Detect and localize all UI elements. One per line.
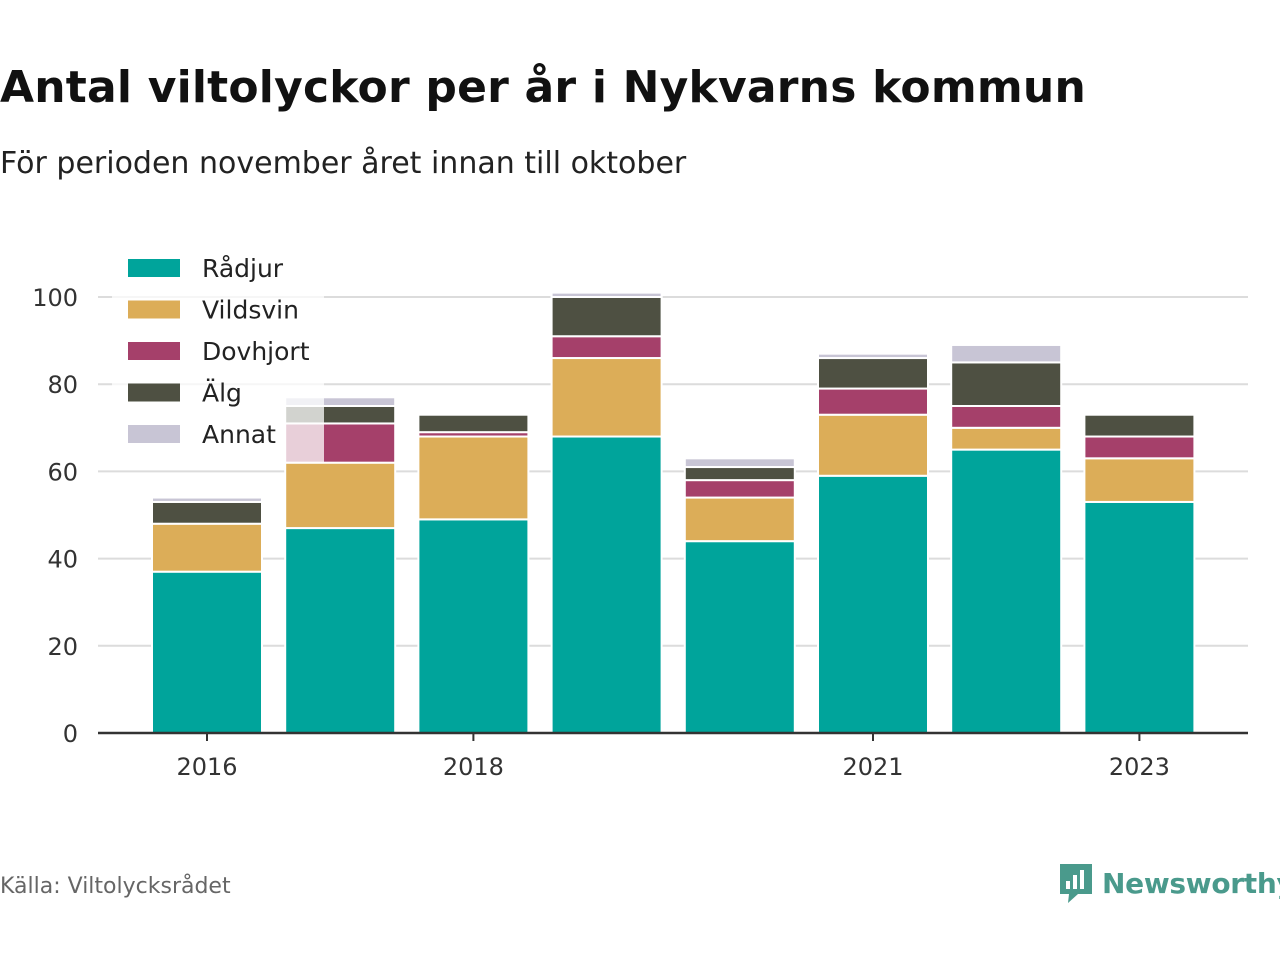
bar-segment xyxy=(417,518,530,734)
bar-segment xyxy=(550,291,663,299)
bar-segment xyxy=(151,522,263,573)
bar-segment xyxy=(817,413,929,477)
bar-segment xyxy=(817,387,929,416)
bar-segment xyxy=(950,405,1063,429)
bar-segment xyxy=(1083,413,1196,438)
bar-segment xyxy=(151,500,263,525)
bar-segment xyxy=(950,426,1063,451)
legend-label: Rådjur xyxy=(202,254,284,283)
bar-segment xyxy=(950,448,1063,734)
x-axis-ticks: 2016 2018 2021 2023 xyxy=(176,733,1170,781)
legend-label: Dovhjort xyxy=(202,337,310,366)
y-tick-label: 20 xyxy=(47,633,78,661)
bar-segment xyxy=(683,457,796,469)
legend-swatch xyxy=(128,425,180,443)
bar-segment xyxy=(550,335,663,360)
y-axis-ticks: 0 20 40 60 80 100 xyxy=(32,284,78,748)
legend-swatch xyxy=(128,342,180,360)
legend-swatch xyxy=(128,259,180,277)
y-tick-label: 0 xyxy=(63,720,78,748)
legend-label: Vildsvin xyxy=(202,296,299,325)
legend-label: Älg xyxy=(202,379,242,408)
bar-segment xyxy=(550,435,663,734)
bars xyxy=(151,291,1196,735)
bar-segment xyxy=(550,296,663,338)
bar-segment xyxy=(151,570,263,734)
x-tick-label: 2016 xyxy=(176,753,237,781)
bar-segment xyxy=(817,474,929,734)
bar-segment xyxy=(817,352,929,360)
legend-label: Annat xyxy=(202,420,276,449)
bar-segment xyxy=(550,357,663,438)
x-tick-label: 2018 xyxy=(443,753,504,781)
chart-title: Antal viltolyckor per år i Nykvarns komm… xyxy=(0,62,1086,113)
bar-segment xyxy=(683,496,796,543)
legend: Rådjur Vildsvin Dovhjort Älg Annat xyxy=(112,248,324,462)
bar-segment xyxy=(417,435,530,521)
bar-segment xyxy=(284,461,397,530)
brand-name: Newsworthy xyxy=(1102,866,1280,900)
bar-segment xyxy=(1083,435,1196,460)
newsworthy-logo-icon xyxy=(1060,864,1092,903)
y-tick-label: 40 xyxy=(47,546,78,574)
bar-segment xyxy=(683,466,796,482)
bar-segment xyxy=(151,496,263,503)
bar-segment xyxy=(950,361,1063,407)
legend-swatch xyxy=(128,383,180,402)
bar-segment xyxy=(950,343,1063,364)
bar-segment xyxy=(817,357,929,390)
chart-subtitle: För perioden november året innan till ok… xyxy=(0,146,687,181)
brand-logo[interactable]: Newsworthy xyxy=(1058,862,1280,904)
x-tick-label: 2021 xyxy=(842,753,903,781)
bar-segment xyxy=(1083,500,1196,735)
bar-segment xyxy=(683,479,796,499)
bar-segment xyxy=(683,540,796,734)
y-tick-label: 100 xyxy=(32,284,78,312)
bar-segment xyxy=(1083,457,1196,503)
legend-swatch xyxy=(128,300,180,319)
y-tick-label: 80 xyxy=(47,371,78,399)
x-tick-label: 2023 xyxy=(1109,753,1170,781)
bar-segment xyxy=(417,413,530,434)
y-tick-label: 60 xyxy=(47,458,78,486)
bar-segment xyxy=(284,527,397,735)
source-note: Källa: Viltolycksrådet xyxy=(0,874,231,899)
